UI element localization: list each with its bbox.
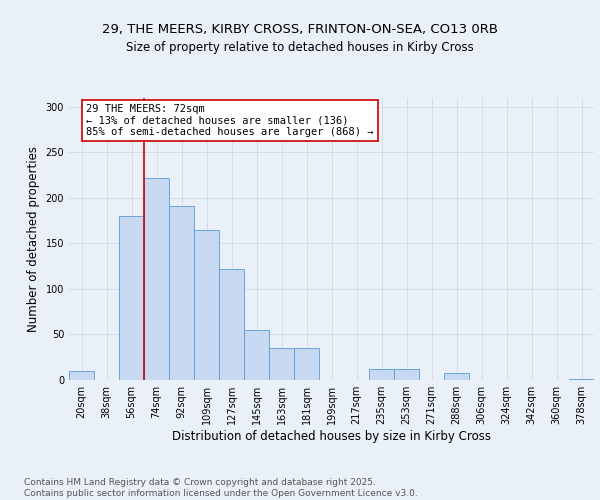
Bar — [269, 348, 294, 380]
X-axis label: Distribution of detached houses by size in Kirby Cross: Distribution of detached houses by size … — [172, 430, 491, 443]
Text: 29 THE MEERS: 72sqm
← 13% of detached houses are smaller (136)
85% of semi-detac: 29 THE MEERS: 72sqm ← 13% of detached ho… — [86, 104, 374, 137]
Y-axis label: Number of detached properties: Number of detached properties — [27, 146, 40, 332]
Bar — [369, 369, 394, 380]
Bar — [169, 206, 194, 380]
Text: Size of property relative to detached houses in Kirby Cross: Size of property relative to detached ho… — [126, 41, 474, 54]
Bar — [569, 379, 594, 380]
Bar — [119, 216, 144, 380]
Bar — [144, 178, 169, 380]
Bar — [194, 230, 219, 380]
Bar — [394, 369, 419, 380]
Bar — [444, 372, 469, 380]
Text: Contains HM Land Registry data © Crown copyright and database right 2025.
Contai: Contains HM Land Registry data © Crown c… — [24, 478, 418, 498]
Bar — [219, 269, 244, 380]
Bar — [69, 371, 94, 380]
Bar — [244, 330, 269, 380]
Text: 29, THE MEERS, KIRBY CROSS, FRINTON-ON-SEA, CO13 0RB: 29, THE MEERS, KIRBY CROSS, FRINTON-ON-S… — [102, 22, 498, 36]
Bar — [294, 348, 319, 380]
